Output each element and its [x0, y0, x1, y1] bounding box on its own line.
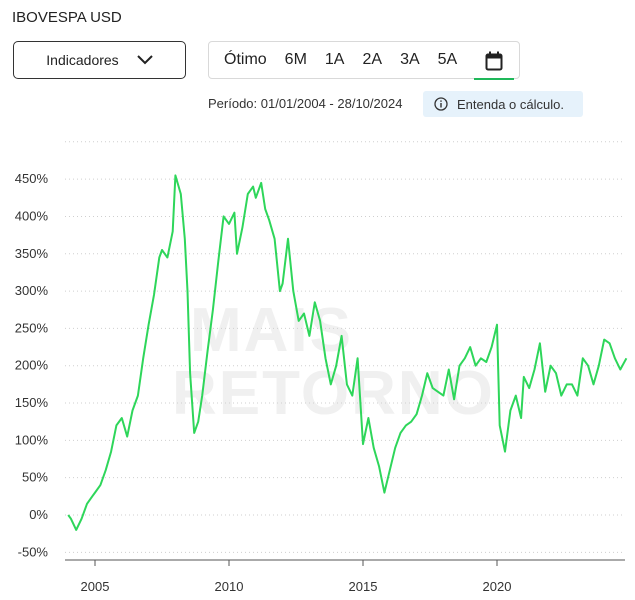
x-tick-label: 2015	[349, 579, 378, 594]
y-tick-label: 0%	[29, 507, 48, 522]
explain-calculation-label: Entenda o cálculo.	[457, 96, 564, 112]
y-tick-label: 100%	[15, 432, 49, 447]
calendar-button[interactable]	[474, 43, 514, 80]
y-tick-label: 450%	[15, 171, 49, 186]
period-otimo[interactable]: Ótimo	[224, 51, 267, 68]
explain-calculation-button[interactable]: Entenda o cálculo.	[423, 91, 583, 117]
y-tick-label: -50%	[18, 544, 49, 559]
indicators-label: Indicadores	[46, 52, 119, 68]
indicators-dropdown[interactable]: Indicadores	[13, 41, 186, 79]
y-tick-label: 200%	[15, 358, 49, 373]
x-tick-label: 2010	[215, 579, 244, 594]
info-icon	[434, 97, 448, 111]
calendar-icon	[485, 51, 503, 71]
y-tick-label: 150%	[15, 395, 49, 410]
chevron-down-icon	[136, 55, 153, 65]
period-6m[interactable]: 6M	[284, 51, 307, 68]
y-tick-label: 350%	[15, 246, 49, 261]
y-tick-label: 250%	[15, 320, 49, 335]
series-line	[67, 174, 628, 531]
period-range-text: Período: 01/01/2004 - 28/10/2024	[208, 96, 403, 111]
period-selector: Ótimo 6M 1A 2A 3A 5A	[208, 41, 520, 80]
y-tick-label: 400%	[15, 208, 49, 223]
period-3a[interactable]: 3A	[400, 51, 420, 68]
page-title: IBOVESPA USD	[12, 9, 122, 26]
x-tick-label: 2005	[81, 579, 110, 594]
period-2a[interactable]: 2A	[362, 51, 383, 68]
y-tick-label: 300%	[15, 283, 49, 298]
x-tick-label: 2020	[483, 579, 512, 594]
y-tick-label: 50%	[22, 470, 48, 485]
period-1a[interactable]: 1A	[324, 51, 345, 68]
period-5a[interactable]: 5A	[437, 51, 458, 68]
